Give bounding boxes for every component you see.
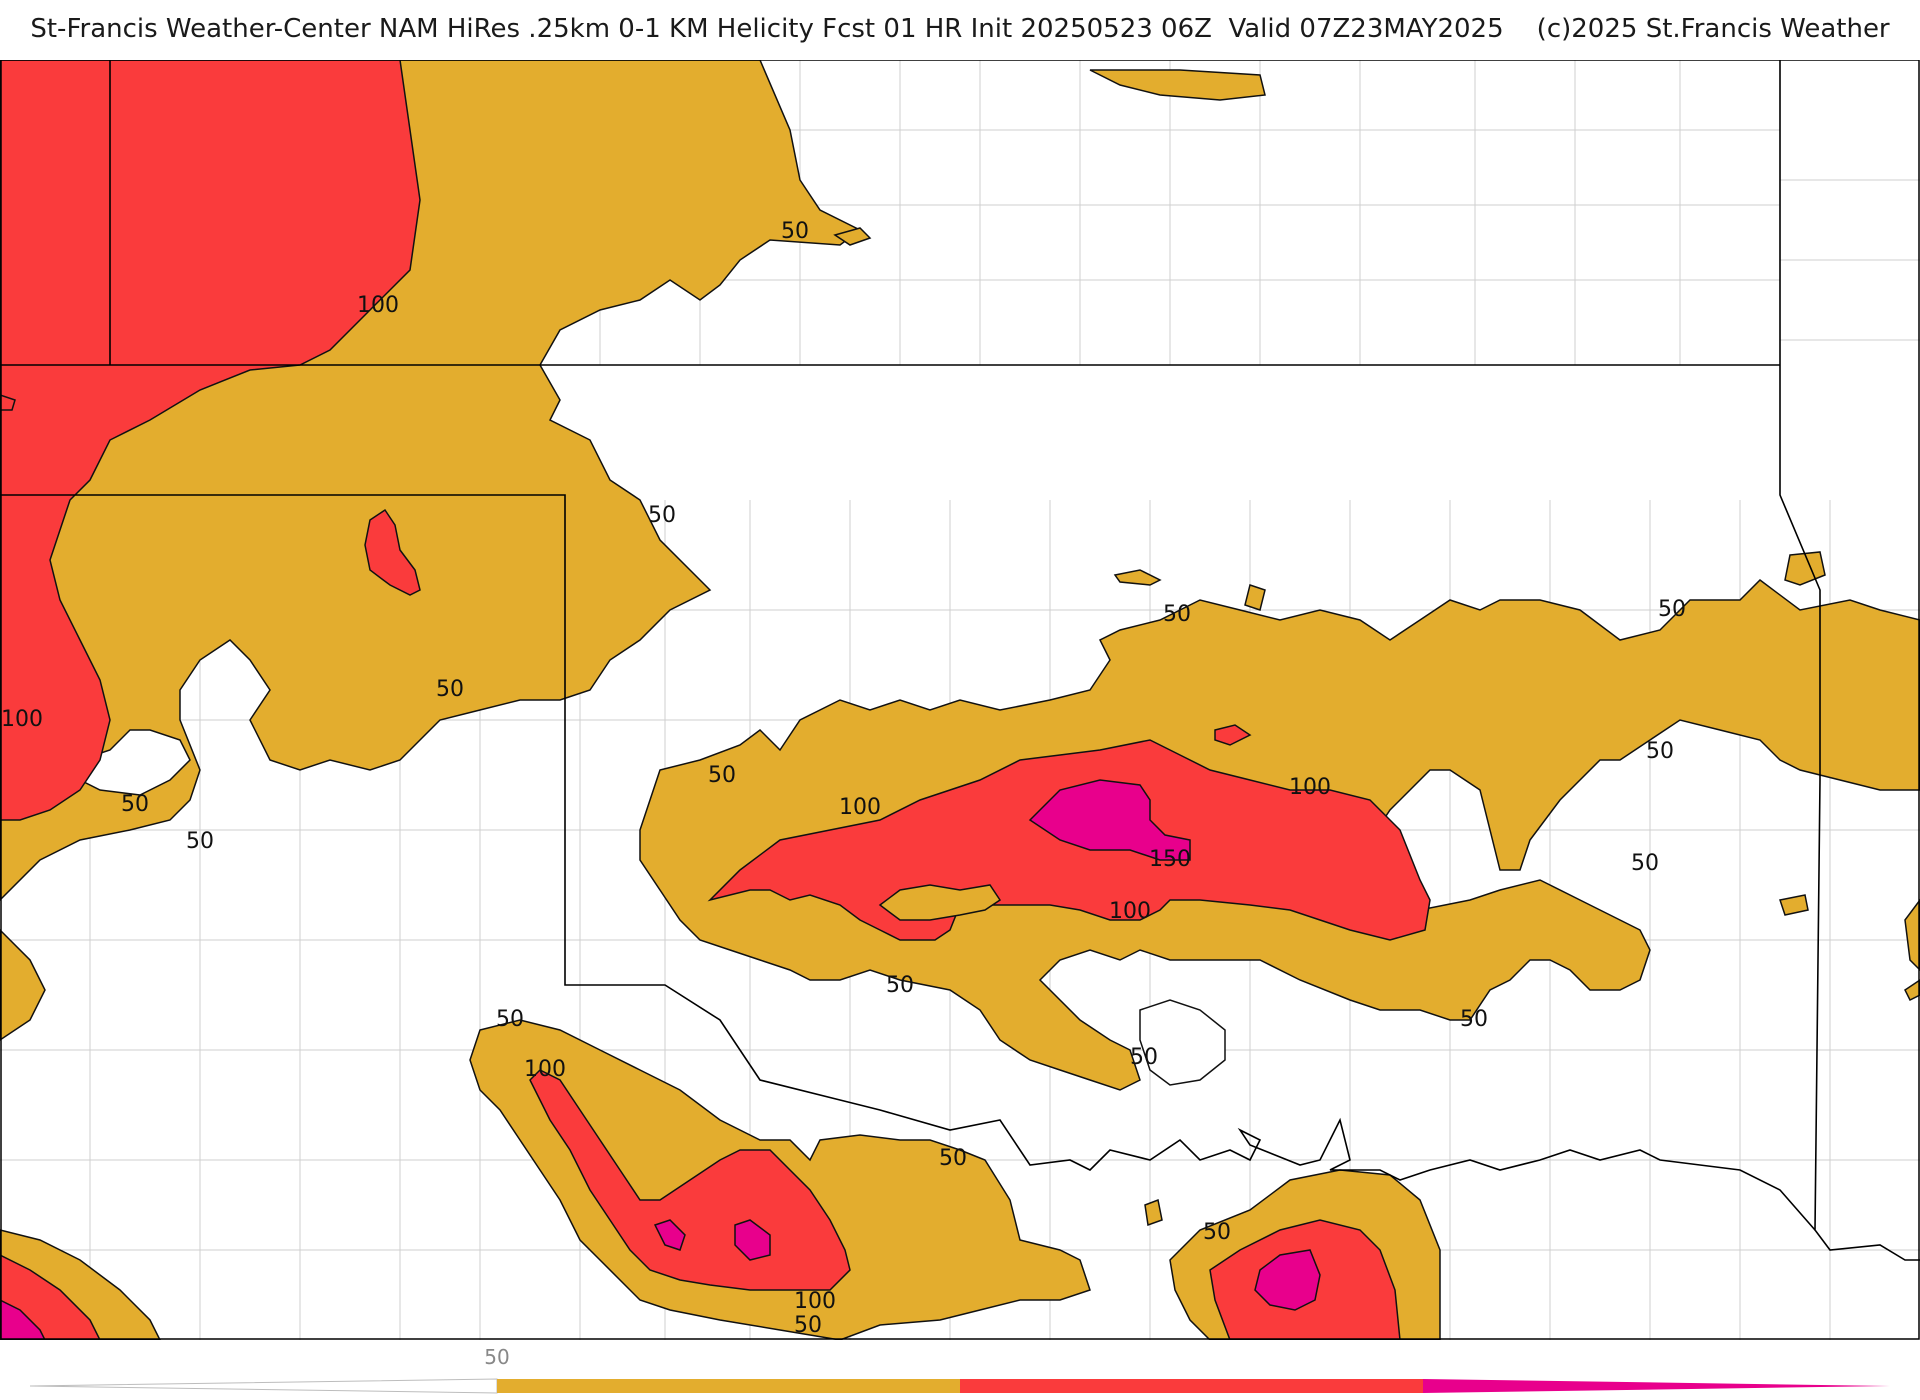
- contour-label: 100: [839, 795, 881, 820]
- contour-label: 100: [1, 707, 43, 732]
- legend-band-50-100: [497, 1379, 960, 1393]
- contour-label: 50: [1203, 1220, 1231, 1245]
- contour-label: 50: [648, 503, 676, 528]
- contour-label: 150: [1149, 847, 1191, 872]
- contour-label: 50: [1163, 602, 1191, 627]
- contour-label: 50: [496, 1007, 524, 1032]
- helicity-map: 50 100 50 50 100 50 50 50 50 50 100 100 …: [0, 60, 1920, 1340]
- map-frame: [0, 60, 1920, 1340]
- contour-label: 100: [1109, 899, 1151, 924]
- contour-label: 50: [1646, 739, 1674, 764]
- contour-label: 50: [186, 829, 214, 854]
- contour-label: 100: [524, 1057, 566, 1082]
- contour-label: 100: [357, 293, 399, 318]
- legend-band-above-150: [1423, 1379, 1890, 1393]
- contour-label: 50: [886, 973, 914, 998]
- contour-label: 50: [939, 1146, 967, 1171]
- color-legend: 50: [29, 1345, 1890, 1394]
- legend-band-100-150: [960, 1379, 1423, 1393]
- helicity-150-areas: [0, 779, 1321, 1340]
- legend-label: 50: [484, 1345, 509, 1369]
- contour-label: 100: [794, 1289, 836, 1314]
- contour-labels: 50 100 50 50 100 50 50 50 50 50 100 100 …: [1, 219, 1686, 1338]
- contour-label: 50: [1658, 597, 1686, 622]
- contour-label: 50: [1631, 851, 1659, 876]
- contour-label: 50: [708, 763, 736, 788]
- contour-label: 50: [1460, 1007, 1488, 1032]
- contour-label: 50: [436, 677, 464, 702]
- contour-label: 50: [781, 219, 809, 244]
- legend-band-below-50: [29, 1378, 498, 1394]
- contour-label: 50: [1130, 1045, 1158, 1070]
- contour-label: 50: [794, 1313, 822, 1338]
- contour-label: 50: [121, 792, 149, 817]
- map-title: St-Francis Weather-Center NAM HiRes .25k…: [30, 14, 1890, 44]
- state-borders: [0, 60, 1920, 1261]
- contour-label: 100: [1289, 775, 1331, 800]
